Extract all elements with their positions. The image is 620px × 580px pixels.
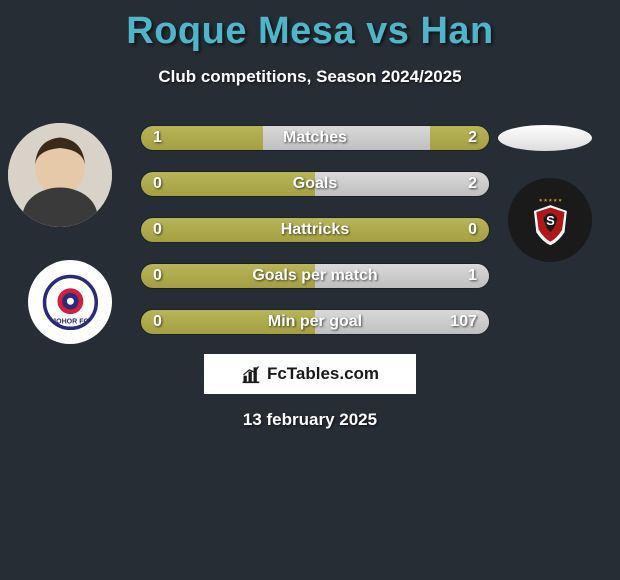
player-left-club-badge: JOHOR FC (28, 260, 112, 344)
stat-value-left: 0 (153, 172, 162, 196)
page-title: Roque Mesa vs Han (0, 0, 620, 53)
stat-row: Min per goal0 107 (140, 309, 490, 335)
stat-value-left: 0 (153, 264, 162, 288)
subtitle: Club competitions, Season 2024/2025 (0, 67, 620, 87)
watermark: FcTables.com (202, 352, 418, 396)
stat-value-left: 0 (153, 310, 162, 334)
player-right-photo (498, 125, 592, 151)
club-crest-right-icon: ★ ★ ★ ★ ★ S (521, 191, 580, 250)
svg-text:JOHOR FC: JOHOR FC (52, 318, 88, 325)
stat-label: Hattricks (141, 218, 489, 242)
date-label: 13 february 2025 (0, 410, 620, 430)
comparison-bars: Matches12Goals02Hattricks00Goals per mat… (140, 125, 490, 355)
stat-row: Goals0 2 (140, 171, 490, 197)
stat-value-right: 0 (468, 218, 477, 242)
stat-row: Goals per match0 1 (140, 263, 490, 289)
stat-value-left: 0 (153, 218, 162, 242)
bar-chart-icon (241, 364, 261, 384)
player-left-photo (8, 123, 112, 227)
club-crest-left-icon: JOHOR FC (41, 273, 100, 332)
stat-value-right: 2 (468, 172, 477, 196)
stat-value-right: 107 (450, 310, 477, 334)
stat-value-right: 2 (468, 126, 477, 150)
svg-text:★ ★ ★ ★ ★: ★ ★ ★ ★ ★ (538, 197, 561, 202)
watermark-text: FcTables.com (267, 364, 379, 384)
svg-text:S: S (546, 213, 555, 228)
stat-value-left: 1 (153, 126, 162, 150)
stat-label: Goals per match (141, 264, 489, 288)
stat-row: Hattricks0 0 (140, 217, 490, 243)
stat-label: Min per goal (141, 310, 489, 334)
stat-value-right: 1 (468, 264, 477, 288)
face-placeholder-icon (8, 123, 112, 227)
stat-label: Matches (141, 126, 489, 150)
player-right-club-badge: ★ ★ ★ ★ ★ S (508, 178, 592, 262)
stat-row: Matches1 2 (140, 125, 490, 151)
stat-label: Goals (141, 172, 489, 196)
